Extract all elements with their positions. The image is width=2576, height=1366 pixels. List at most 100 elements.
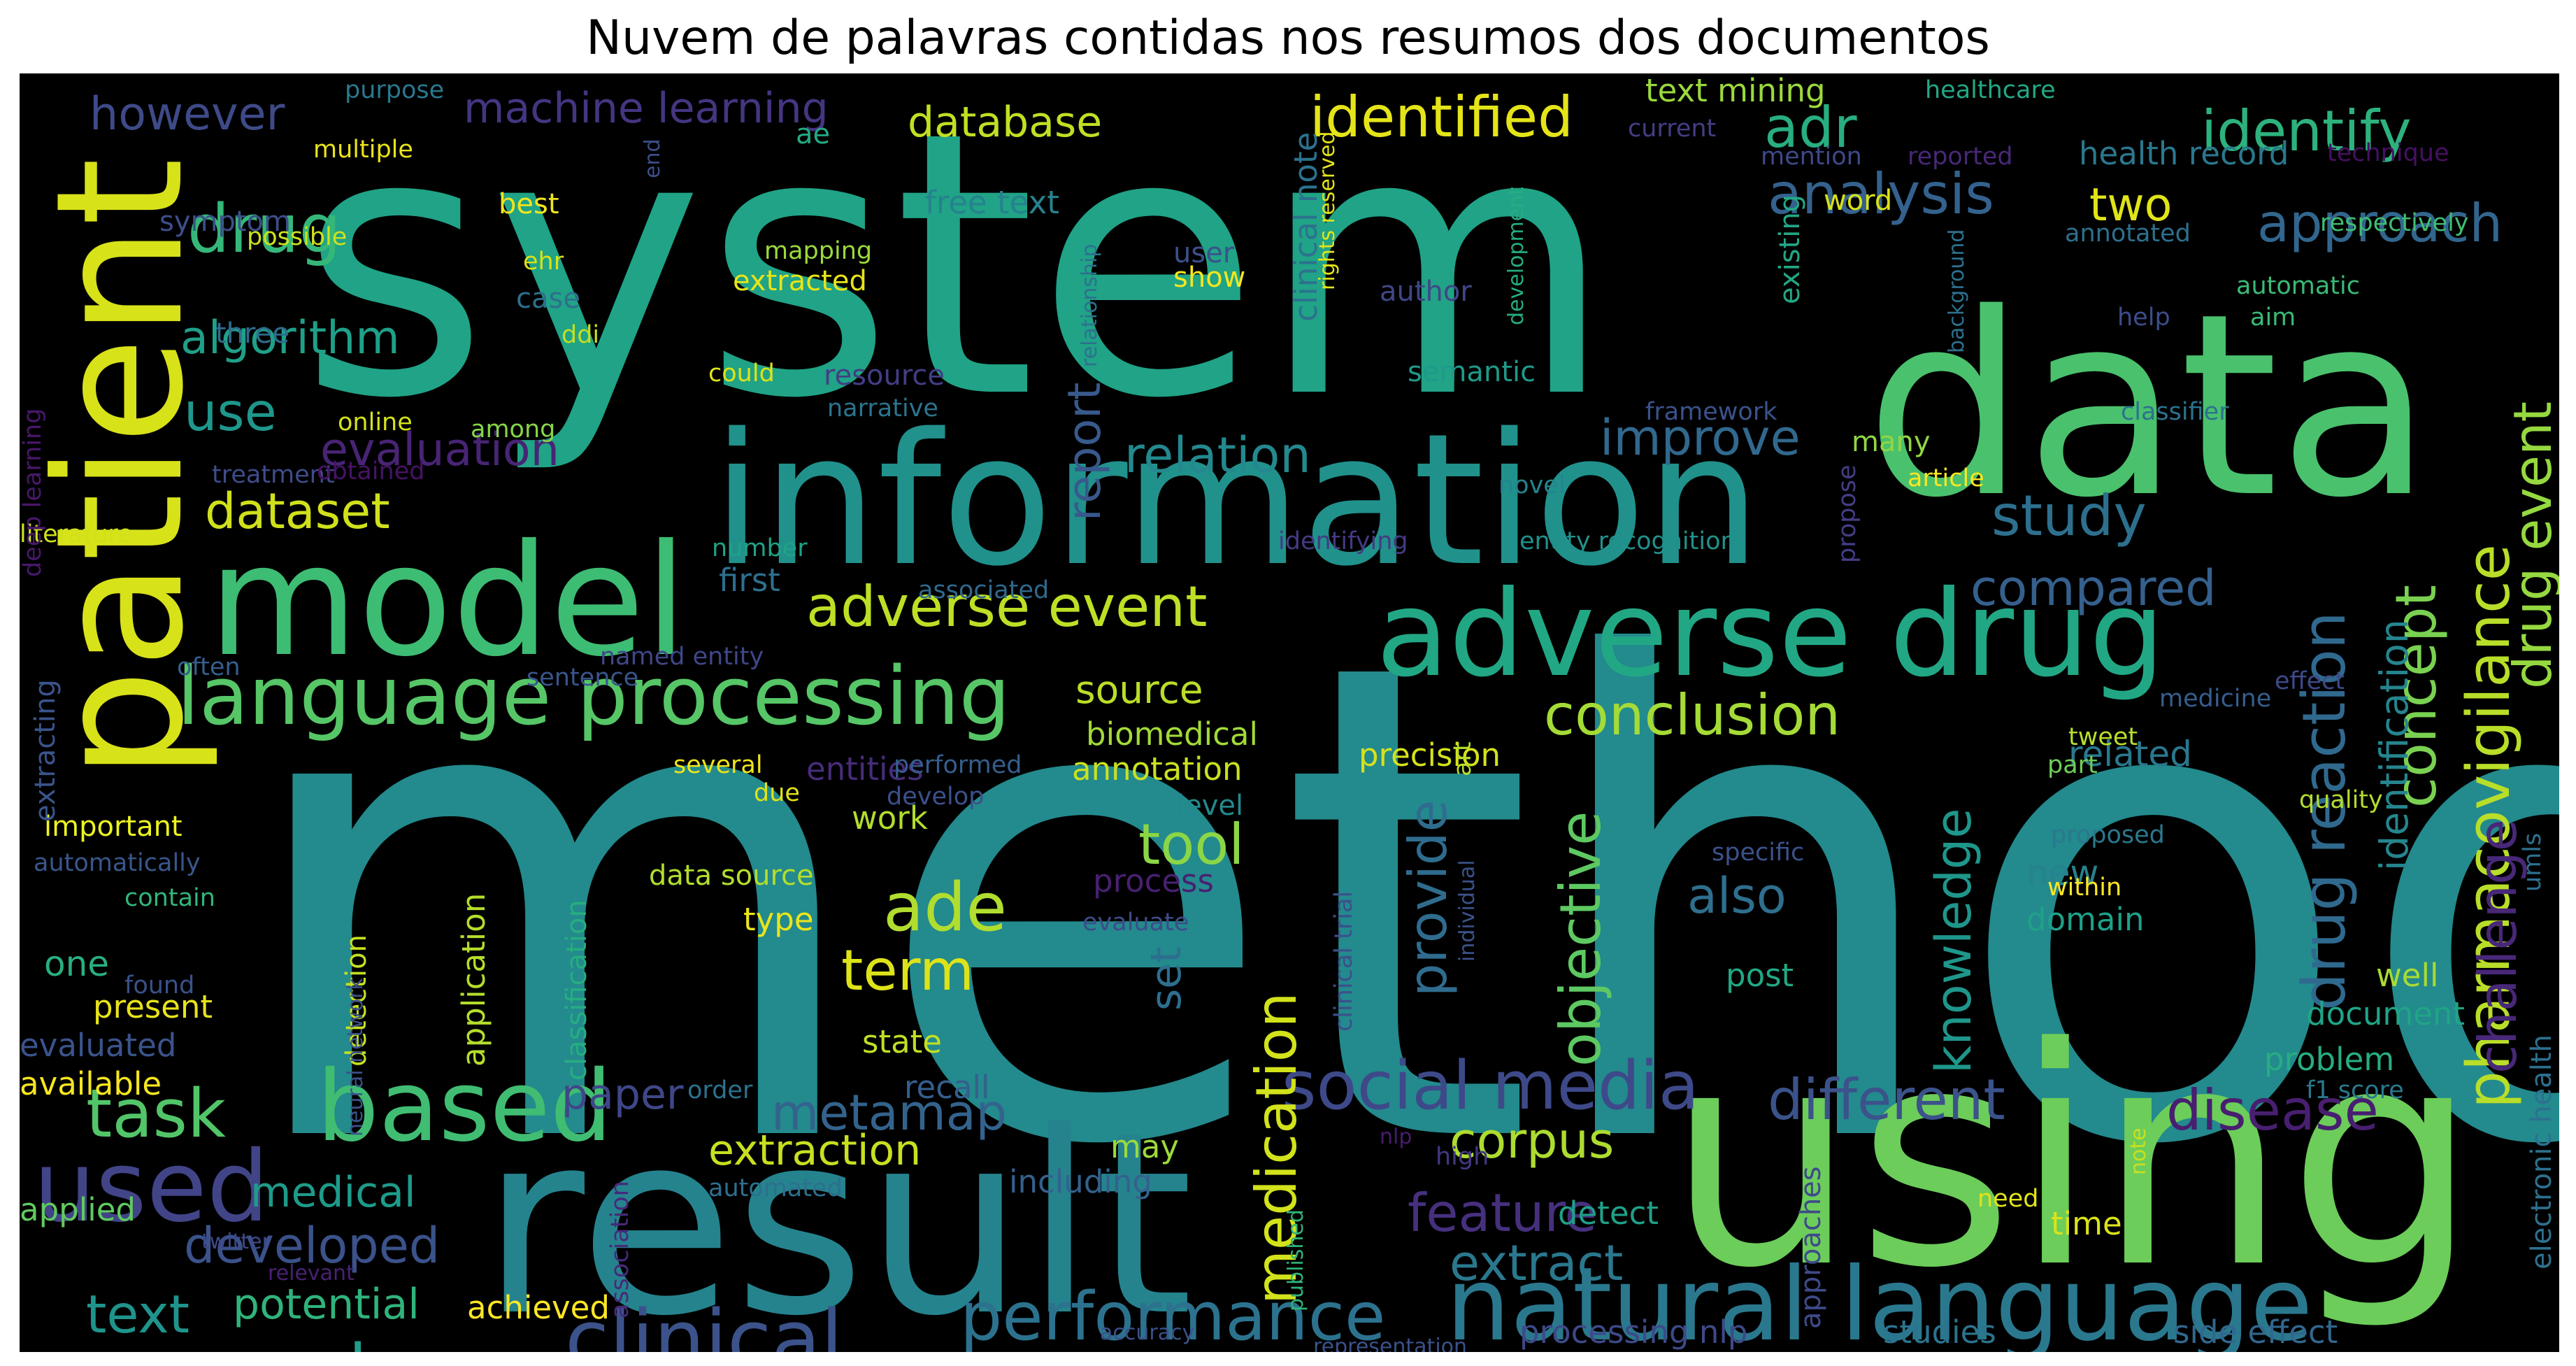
cloud-word: effect xyxy=(2275,667,2345,695)
cloud-word: text xyxy=(86,1283,189,1345)
cloud-word: task xyxy=(86,1076,226,1153)
cloud-word: also xyxy=(1687,867,1787,925)
cloud-word: healthcare xyxy=(1925,76,2056,104)
cloud-word: online xyxy=(338,408,413,436)
cloud-word: report xyxy=(1059,382,1111,521)
cloud-word: identified xyxy=(1310,85,1573,150)
cloud-word: current xyxy=(1628,115,1716,143)
cloud-word: drug reaction xyxy=(2290,611,2359,1011)
cloud-word: mapping xyxy=(764,237,872,265)
cloud-word: development xyxy=(1504,187,1529,325)
cloud-word: classifier xyxy=(2121,398,2229,426)
cloud-word: new xyxy=(2026,853,2098,893)
cloud-word: part xyxy=(2047,751,2098,779)
cloud-word: important xyxy=(44,811,183,843)
cloud-word: extract xyxy=(1450,1235,1623,1292)
cloud-word: challenge xyxy=(2467,819,2528,1074)
cloud-word: ehr xyxy=(523,248,564,276)
cloud-word: could xyxy=(708,360,775,387)
cloud-word: approach xyxy=(2257,192,2503,254)
cloud-word: process xyxy=(1093,862,1214,899)
cloud-word: study xyxy=(1991,483,2147,548)
cloud-word: first xyxy=(719,562,780,599)
cloud-word: case xyxy=(516,283,580,315)
cloud-word: relationship xyxy=(1078,244,1102,367)
cloud-word: corpus xyxy=(1450,1112,1614,1169)
cloud-word: author xyxy=(1380,276,1472,308)
cloud-word: research xyxy=(103,1331,391,1352)
cloud-word: including xyxy=(1009,1163,1152,1200)
cloud-word: system xyxy=(299,73,1614,478)
cloud-word: published xyxy=(1284,1209,1308,1311)
cloud-word: deep learning xyxy=(20,408,47,577)
cloud-word: well xyxy=(2376,957,2439,994)
cloud-word: relevant xyxy=(268,1261,355,1286)
cloud-word: evaluation xyxy=(320,424,559,476)
cloud-word: rights reserved xyxy=(1315,131,1340,290)
cloud-word: proposed xyxy=(2051,821,2165,849)
cloud-word: data xyxy=(1866,259,2433,553)
cloud-word: identification xyxy=(2372,619,2417,871)
cloud-word: source xyxy=(1075,667,1203,712)
cloud-word: result xyxy=(481,1078,1193,1352)
figure-title: Nuvem de palavras contidas nos resumos d… xyxy=(586,10,1990,66)
cloud-word: conclusion xyxy=(1544,683,1840,748)
cloud-word: patient xyxy=(20,157,222,780)
cloud-word: type xyxy=(743,901,814,938)
cloud-word: named entity xyxy=(600,643,764,671)
cloud-word: annotation xyxy=(1072,750,1243,788)
cloud-word: side effect xyxy=(2173,1314,2338,1351)
cloud-word: automatically xyxy=(34,849,201,877)
cloud-word: best xyxy=(499,188,559,220)
cloud-word: automated xyxy=(708,1174,843,1202)
cloud-word: domain xyxy=(2026,901,2145,938)
cloud-word: respectively xyxy=(2320,209,2469,237)
cloud-word: help xyxy=(2117,304,2170,332)
cloud-word: semantic xyxy=(1408,356,1536,388)
cloud-word: relation xyxy=(1124,427,1311,484)
cloud-word: contain xyxy=(124,884,215,912)
cloud-word: develop xyxy=(887,783,984,811)
cloud-word: automatic xyxy=(2236,272,2360,300)
cloud-word: term xyxy=(841,938,974,1003)
cloud-word: extracting xyxy=(29,679,62,822)
cloud-word: word xyxy=(1824,185,1892,217)
cloud-word: ddi xyxy=(561,321,599,349)
cloud-word: entities xyxy=(806,750,924,788)
cloud-word: studies xyxy=(1883,1314,1996,1351)
cloud-word: post xyxy=(1726,957,1794,994)
cloud-word: using xyxy=(1666,984,2479,1334)
cloud-word: mention xyxy=(1761,143,1862,171)
cloud-word: may xyxy=(1110,1128,1179,1165)
cloud-word: user xyxy=(1173,237,1235,269)
word-cloud: method system data using result information pa… xyxy=(20,73,2559,1352)
cloud-word: document xyxy=(2306,995,2465,1032)
cloud-word: representation xyxy=(1313,1335,1467,1352)
cloud-word: medicine xyxy=(2159,685,2271,713)
cloud-word: entity recognition xyxy=(1519,527,1736,555)
cloud-word: information xyxy=(712,395,1761,606)
cloud-word: feature xyxy=(1408,1182,1597,1244)
cloud-word: approaches xyxy=(1795,1166,1827,1329)
cloud-word: novel xyxy=(1498,471,1566,499)
cloud-word: state xyxy=(862,1023,942,1060)
cloud-word: detect xyxy=(1558,1195,1659,1232)
cloud-word: problem xyxy=(2264,1041,2394,1078)
cloud-word: set xyxy=(1142,946,1191,1011)
cloud-word: application xyxy=(455,893,492,1067)
cloud-word: due xyxy=(754,779,800,807)
cloud-word: treatment xyxy=(212,461,335,489)
cloud-word: quality xyxy=(2299,786,2383,814)
cloud-word: nlp xyxy=(1380,1125,1412,1149)
cloud-word: however xyxy=(90,88,285,141)
cloud-word: applied xyxy=(20,1191,136,1228)
cloud-word: specific xyxy=(1712,839,1804,867)
cloud-word: among xyxy=(471,415,555,443)
cloud-word: technique xyxy=(2327,139,2449,167)
cloud-word: often xyxy=(177,653,241,681)
cloud-word: improve xyxy=(1600,409,1801,467)
cloud-word: background xyxy=(1945,229,1969,353)
cloud-word: within xyxy=(2047,874,2121,902)
cloud-word: method xyxy=(233,522,2559,1288)
cloud-word: database xyxy=(908,98,1102,147)
